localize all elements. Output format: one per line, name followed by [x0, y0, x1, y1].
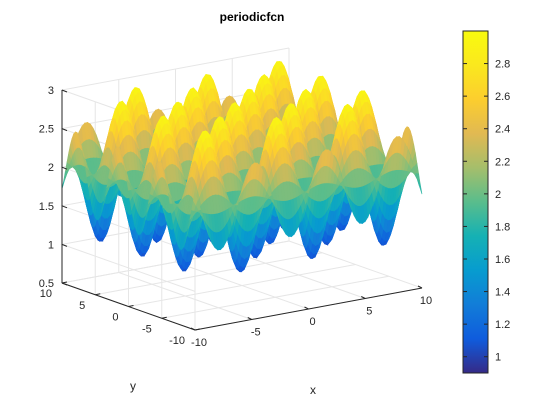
grid-line: [95, 252, 323, 296]
grid-line: [161, 275, 389, 319]
chart-title: periodicfcn: [220, 10, 285, 24]
surface-plot: [61, 60, 423, 273]
grid-line: [128, 264, 356, 307]
